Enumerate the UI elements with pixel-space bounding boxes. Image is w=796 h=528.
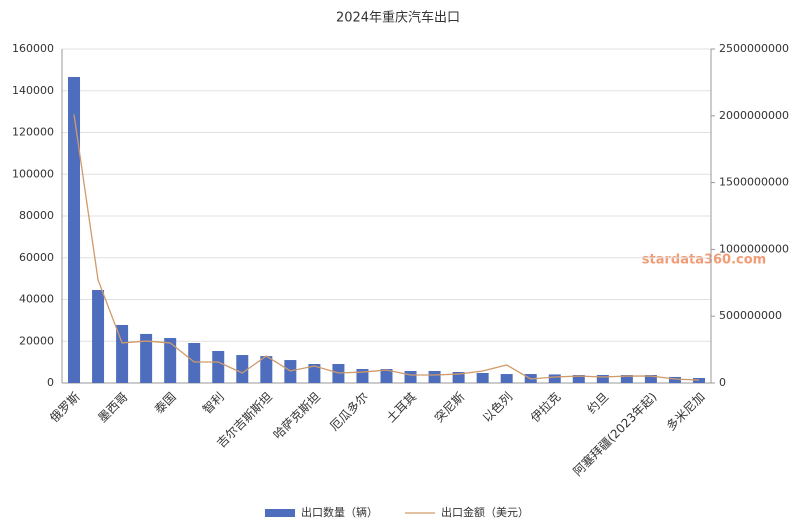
y2-tick-label: 1000000000 <box>719 242 789 255</box>
y-tick-label: 140000 <box>12 84 54 97</box>
bar <box>500 374 513 383</box>
bar <box>572 375 585 383</box>
chart-title: 2024年重庆汽车出口 <box>336 10 460 26</box>
bar <box>404 370 417 383</box>
x-tick-label: 俄罗斯 <box>47 390 82 425</box>
line <box>73 114 700 381</box>
y-tick-label: 80000 <box>19 209 54 222</box>
x-tick-label: 厄瓜多尔 <box>327 389 372 434</box>
x-tick-label: 墨西哥 <box>95 390 130 425</box>
bar <box>308 364 321 383</box>
bar <box>596 375 609 383</box>
bar <box>548 374 561 383</box>
y-tick-label: 120000 <box>12 126 54 139</box>
bar <box>140 333 153 383</box>
x-tick-label: 多米尼加 <box>664 390 708 434</box>
legend-swatch <box>265 509 295 517</box>
x-tick-label: 智利 <box>199 389 227 417</box>
y-tick-label: 0 <box>47 376 54 389</box>
y2-tick-label: 2500000000 <box>719 42 789 55</box>
bar <box>644 375 657 383</box>
bar <box>380 369 393 383</box>
bar <box>668 376 681 383</box>
bar <box>692 377 705 383</box>
legend-label: 出口金额（美元） <box>441 505 529 519</box>
y2-tick-label: 2000000000 <box>719 109 789 122</box>
bar <box>476 372 489 383</box>
x-tick-label: 泰国 <box>152 390 179 417</box>
bar <box>620 375 633 383</box>
bar <box>212 350 225 383</box>
x-tick-label: 伊拉克 <box>527 389 563 425</box>
y-tick-label: 40000 <box>19 293 54 306</box>
y2-tick-label: 1500000000 <box>719 176 789 189</box>
bar <box>92 290 105 383</box>
y-tick-label: 60000 <box>19 251 54 264</box>
y-tick-label: 160000 <box>12 42 54 55</box>
legend-label: 出口数量（辆） <box>301 505 378 519</box>
y-tick-label: 100000 <box>12 167 54 180</box>
bar <box>260 356 273 383</box>
bar <box>428 370 441 383</box>
bar <box>452 371 465 383</box>
x-tick-label: 土耳其 <box>384 390 419 425</box>
x-tick-label: 阿塞拜疆(2023年起) <box>570 389 660 479</box>
bar <box>164 338 177 383</box>
bar <box>68 76 81 383</box>
y2-tick-label: 0 <box>719 376 726 389</box>
bar <box>116 324 129 383</box>
watermark: stardata360.com <box>642 253 766 268</box>
y-tick-label: 20000 <box>19 334 54 347</box>
x-tick-label: 哈萨克斯坦 <box>271 390 323 442</box>
bar <box>236 355 249 383</box>
x-tick-label: 突尼斯 <box>431 389 467 425</box>
x-tick-label: 约旦 <box>584 389 612 417</box>
y2-tick-label: 500000000 <box>719 309 782 322</box>
bar <box>188 343 201 383</box>
x-tick-label: 以色列 <box>480 390 515 425</box>
